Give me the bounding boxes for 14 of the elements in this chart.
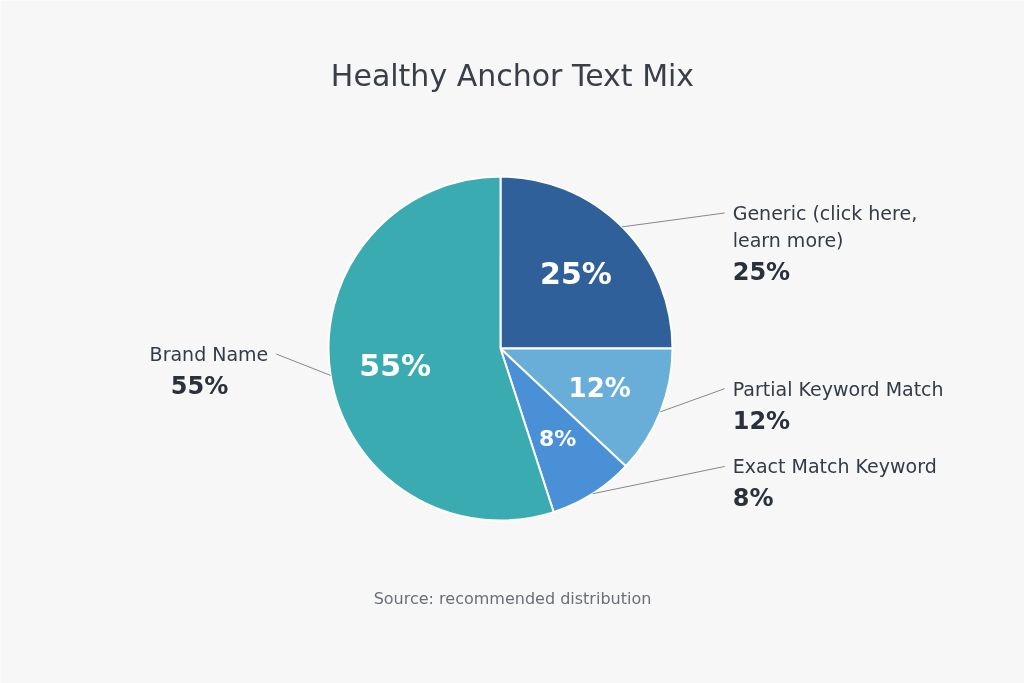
text: 55% — [170, 372, 229, 401]
slice-label: Generic (click here, learn more) — [732, 201, 918, 251]
text: 25% — [732, 257, 791, 286]
source-note: Source: recommended distribution — [373, 589, 652, 608]
data-label: 25% — [540, 255, 612, 291]
slice-label: Brand Name — [149, 343, 269, 366]
chart-title: Healthy Anchor Text Mix — [330, 58, 695, 93]
slice-label: Partial Keyword Match — [732, 377, 944, 400]
text: 8% — [732, 484, 774, 513]
slice-label: Exact Match Keyword — [732, 455, 937, 478]
text: 12% — [732, 406, 791, 435]
data-label: 12% — [568, 372, 631, 403]
data-label: 55% — [359, 347, 432, 383]
data-label: 8% — [538, 426, 577, 452]
